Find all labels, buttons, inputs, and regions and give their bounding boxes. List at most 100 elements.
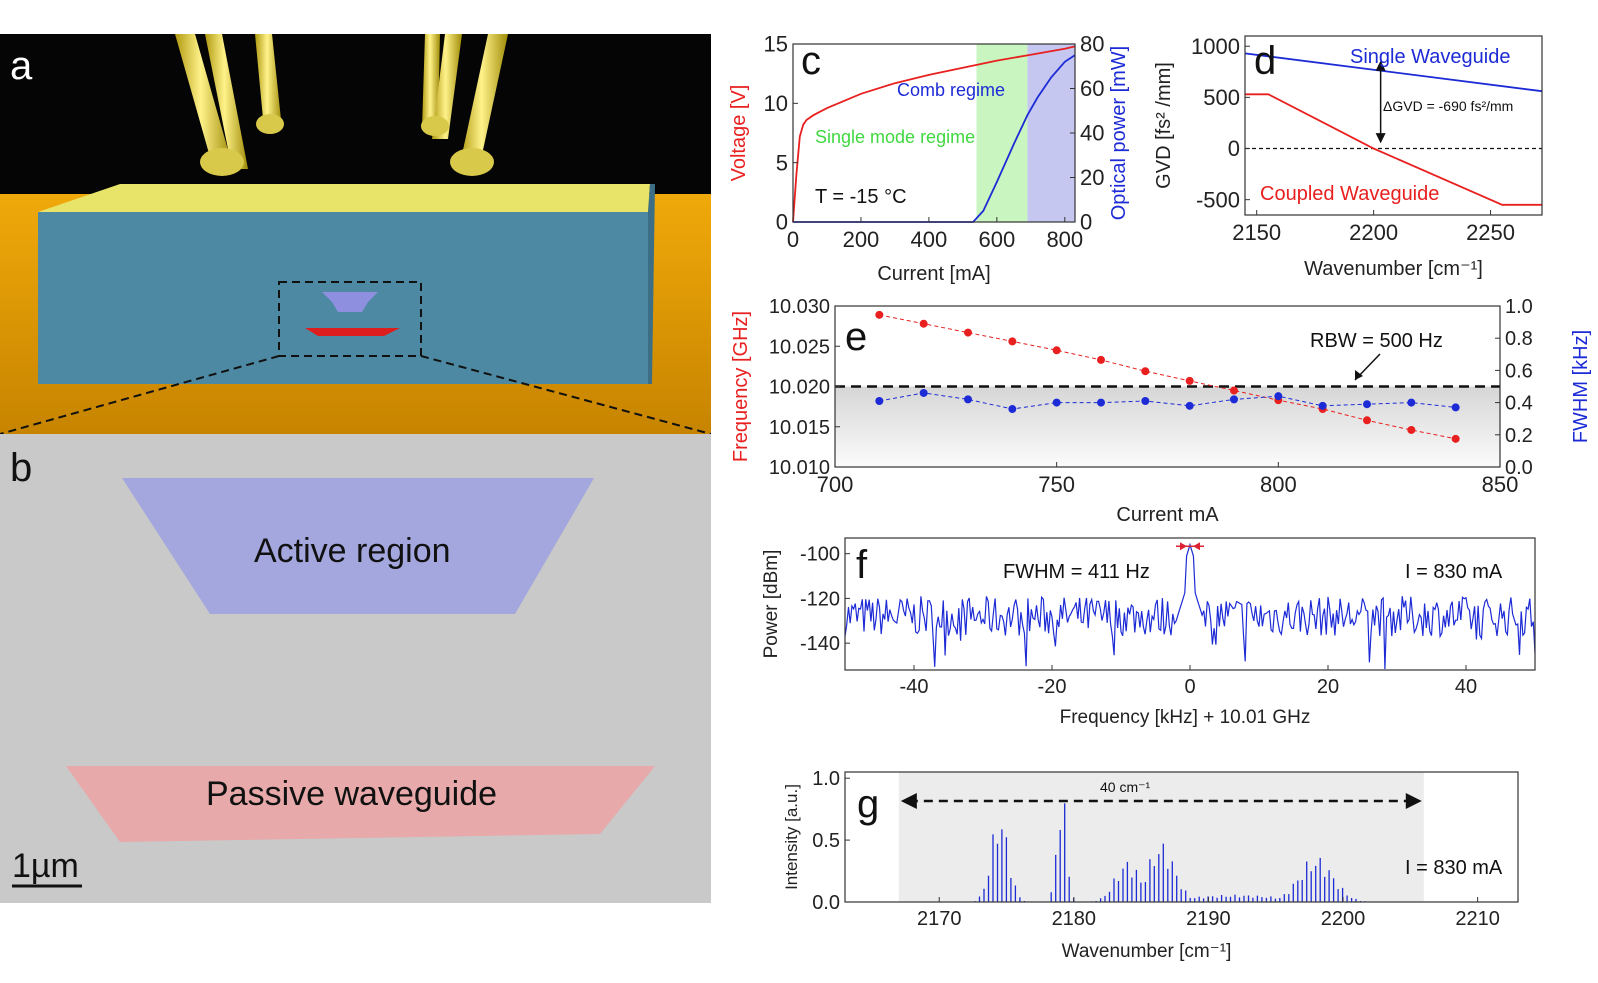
data-point-left xyxy=(1008,337,1017,346)
data-point-right xyxy=(919,388,928,397)
chart-e-ytick-label: 10.010 xyxy=(769,457,830,479)
active-region-label: Active region xyxy=(254,532,451,570)
data-point-right xyxy=(1185,401,1194,410)
chart-g-xtick-label: 2180 xyxy=(1052,908,1097,930)
data-point-right xyxy=(1008,405,1017,414)
chart-g: 2170 2180 2190 2200 2210 0.0 0.5 1.0 Wavenumber … xyxy=(782,768,1519,962)
passive-waveguide-marker xyxy=(305,328,400,336)
delta-arrow-head-top xyxy=(1375,60,1386,71)
annotation-single-waveguide: Single Waveguide xyxy=(1350,46,1510,68)
chart-e-ytick-label: 10.030 xyxy=(769,296,830,318)
chart-e-right-ytick-label: 0.8 xyxy=(1505,328,1533,350)
chart-g-xtick-label: 2210 xyxy=(1455,908,1500,930)
panel-d-letter: d xyxy=(1254,39,1276,83)
chart-c-xlabel: Current [mA] xyxy=(877,263,990,285)
chart-g-xlabel: Wavenumber [cm⁻¹] xyxy=(1062,941,1232,962)
chart-e-right-ytick-label: 0.4 xyxy=(1505,393,1533,415)
zoom-line-right xyxy=(420,355,711,434)
voltage-line xyxy=(792,45,1076,223)
chart-e-xtick-label: 750 xyxy=(1038,472,1075,497)
annotation-single-mode: Single mode regime xyxy=(815,127,975,147)
data-point-right xyxy=(1052,398,1061,407)
annotation-span: 40 cm⁻¹ xyxy=(1100,779,1151,795)
data-point-left xyxy=(1230,386,1238,395)
chart-f-xtick-label: 0 xyxy=(1184,676,1195,698)
chart-e-right-ytick-label: 0.2 xyxy=(1505,425,1533,447)
chart-f: -40 -20 0 20 40 -140 -120 -100 Frequency [kHz] +… xyxy=(761,537,1536,728)
data-point-right xyxy=(1451,403,1460,412)
chart-f-xtick-label: 20 xyxy=(1317,676,1339,698)
data-point-left xyxy=(1097,355,1105,364)
chart-e-ylabel2: FWHM [kHz] xyxy=(1570,330,1592,443)
span-arrow-head-left xyxy=(900,793,917,809)
chart-c-ytick-label: 5 xyxy=(776,150,788,175)
chart-d-ytick-label: -500 xyxy=(1196,187,1240,212)
rbw-arrow-head xyxy=(1355,370,1363,380)
chart-c-right-ytick-label: 80 xyxy=(1080,32,1104,57)
chart-f-ytick-label: -120 xyxy=(800,588,840,610)
chart-d-ytick-label: 500 xyxy=(1203,85,1240,110)
panel-e-letter: e xyxy=(845,315,867,359)
panel-b-label: b xyxy=(10,446,33,490)
annotation-fwhm: FWHM = 411 Hz xyxy=(1003,561,1150,583)
annotation-current: I = 830 mA xyxy=(1405,561,1503,583)
span-arrow-head-right xyxy=(1405,793,1422,809)
chart-e-right-ytick-label: 0.0 xyxy=(1505,457,1533,479)
data-point-left xyxy=(919,319,928,328)
rbw-shaded-region xyxy=(835,386,1500,467)
chart-c-right-ytick-label: 40 xyxy=(1080,121,1104,146)
chart-e-xlabel: Current mA xyxy=(1116,504,1219,526)
annotation-current: I = 830 mA xyxy=(1405,857,1503,879)
chart-d-ylabel: GVD [fs² /mm] xyxy=(1153,62,1175,189)
zoom-line-left xyxy=(0,355,280,434)
chart-g-ytick-label: 1.0 xyxy=(812,768,840,790)
chart-d-xtick-label: 2250 xyxy=(1466,220,1515,245)
chart-c-right-ytick-label: 0 xyxy=(1080,210,1092,235)
power-spectrum-line xyxy=(844,542,1536,670)
region-comb xyxy=(1027,44,1075,222)
data-point-right xyxy=(875,396,884,405)
chart-c-xtick-label: 600 xyxy=(978,227,1015,252)
scale-bar-label: 1µm xyxy=(12,847,79,885)
passive-waveguide-shape xyxy=(66,766,655,842)
data-point-left xyxy=(1407,425,1416,434)
chart-e: 700 750 800 850 10.010 10.015 10.020 10.025 10.0… xyxy=(730,296,1592,526)
chart-f-frame xyxy=(844,537,1536,671)
bond-wires xyxy=(175,34,508,176)
chart-d: 2150 2200 2250 -500 0 500 1000 Wavenumber [cm⁻¹… xyxy=(1153,34,1543,280)
data-point-left xyxy=(875,310,884,319)
gvd-line-single-waveguide xyxy=(1244,52,1543,93)
chart-g-xtick-label: 2200 xyxy=(1321,908,1366,930)
chart-g-xtick-label: 2190 xyxy=(1186,908,1231,930)
chart-g-ytick-label: 0.5 xyxy=(812,830,840,852)
chart-e-right-ytick-label: 0.6 xyxy=(1505,360,1533,382)
series-line-left xyxy=(879,314,1456,440)
active-region-shape xyxy=(122,478,594,614)
panel-c-letter: c xyxy=(801,39,821,83)
annotation-rbw: RBW = 500 Hz xyxy=(1310,330,1443,352)
optical-power-line xyxy=(793,54,1076,223)
data-point-right xyxy=(1318,401,1327,410)
shaded-span-region xyxy=(898,772,1424,902)
chart-c-ylabel: Voltage [V] xyxy=(728,85,750,182)
annotation-comb-regime: Comb regime xyxy=(897,80,1005,100)
chart-e-right-ytick-label: 1.0 xyxy=(1505,296,1533,318)
chart-d-ytick-label: 0 xyxy=(1228,136,1240,161)
data-point-left xyxy=(1185,376,1194,385)
data-point-left xyxy=(1363,416,1371,425)
annotation-coupled-waveguide: Coupled Waveguide xyxy=(1260,183,1439,205)
chart-e-xtick-label: 700 xyxy=(817,472,854,497)
data-point-left xyxy=(964,328,972,337)
data-point-right xyxy=(1141,396,1150,405)
chip-side xyxy=(648,184,655,384)
active-region-marker xyxy=(322,292,378,312)
panel-f-letter: f xyxy=(856,543,868,587)
series-line-right xyxy=(879,392,1456,410)
chart-e-ytick-label: 10.020 xyxy=(769,377,830,399)
chart-c-ytick-label: 0 xyxy=(776,210,788,235)
chart-c-ylabel2: Optical power [mW] xyxy=(1108,46,1130,220)
chart-f-xlabel: Frequency [kHz] + 10.01 GHz xyxy=(1060,707,1311,728)
panel-g-letter: g xyxy=(857,782,879,826)
data-point-right xyxy=(1274,392,1283,401)
